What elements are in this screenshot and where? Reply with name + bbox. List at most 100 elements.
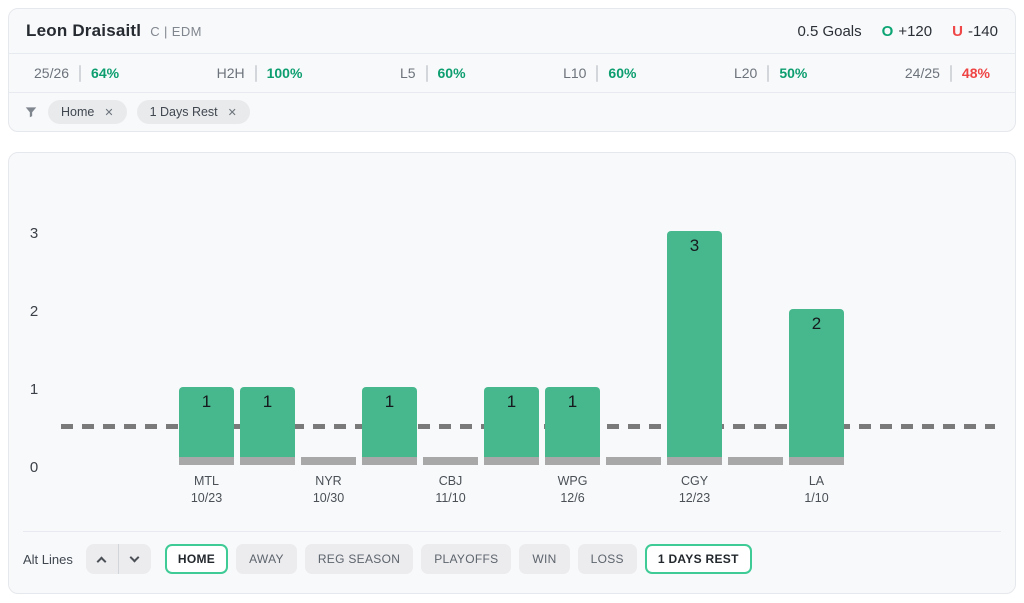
bar-base bbox=[545, 457, 600, 465]
bar-fill: 1 bbox=[484, 387, 539, 457]
xaxis-label bbox=[728, 473, 783, 507]
xaxis-labels: MTL 10/23 NYR 10/30 CBJ 11/10 WPG 12/6 CGY 12/23 L… bbox=[179, 473, 844, 507]
filter-button-1-days-rest[interactable]: 1 DAYS REST bbox=[644, 544, 752, 574]
player-position-team: C | EDM bbox=[150, 23, 202, 39]
stat-separator bbox=[79, 64, 82, 82]
divider bbox=[23, 531, 1001, 532]
stat-item: H2H 100% bbox=[216, 64, 303, 82]
bar bbox=[728, 457, 783, 465]
bar-fill: 3 bbox=[667, 231, 722, 457]
yaxis-tick-label: 3 bbox=[29, 225, 39, 242]
bar-fill: 1 bbox=[179, 387, 234, 457]
bar: 1 bbox=[240, 387, 295, 465]
game-date-label: 10/23 bbox=[190, 491, 223, 505]
over-odds[interactable]: O +120 bbox=[882, 23, 932, 40]
filter-chip-label: 1 Days Rest bbox=[149, 105, 218, 119]
player-header: Leon Draisaitl C | EDM 0.5 Goals O +120 … bbox=[9, 9, 1015, 53]
bar-value-label: 3 bbox=[689, 236, 700, 255]
stat-separator bbox=[596, 64, 599, 82]
xaxis-label: WPG 12/6 bbox=[545, 473, 600, 507]
divider bbox=[9, 92, 1015, 93]
bar: 2 bbox=[789, 309, 844, 465]
alt-line-up-button[interactable] bbox=[86, 544, 118, 574]
stat-value: 60% bbox=[608, 65, 637, 81]
xaxis-label: LA 1/10 bbox=[789, 473, 844, 507]
stat-label: L10 bbox=[563, 65, 587, 81]
filter-buttons: HOME AWAY REG SEASON PLAYOFFS WIN LOSS 1 DAYS … bbox=[164, 544, 752, 574]
stat-value: 60% bbox=[437, 65, 466, 81]
game-date-label: 10/30 bbox=[312, 491, 345, 505]
bar-base bbox=[423, 457, 478, 465]
stat-label: L5 bbox=[399, 65, 416, 81]
xaxis-label: NYR 10/30 bbox=[301, 473, 356, 507]
opponent-label: MTL bbox=[194, 474, 219, 488]
xaxis-label bbox=[606, 473, 661, 507]
game-date-label: 11/10 bbox=[435, 491, 466, 505]
goals-bar-chart: 0 1 2 3 1 1 1 1 1 3 2 MTL 10/23 NYR 10/30 CBJ 11/10 WPG… bbox=[9, 153, 1015, 531]
stat-value: 100% bbox=[266, 65, 303, 81]
alt-line-down-button[interactable] bbox=[119, 544, 151, 574]
game-date-label: 12/23 bbox=[678, 491, 711, 505]
bar-base bbox=[240, 457, 295, 465]
opponent-label: CBJ bbox=[438, 474, 463, 488]
bar-base bbox=[667, 457, 722, 465]
stat-value: 64% bbox=[91, 65, 120, 81]
stat-separator bbox=[767, 64, 770, 82]
stat-separator bbox=[425, 64, 428, 82]
stat-item: L10 60% bbox=[563, 64, 637, 82]
remove-filter-icon[interactable]: ✕ bbox=[104, 106, 114, 119]
stat-item: L5 60% bbox=[399, 64, 466, 82]
xaxis-label: CGY 12/23 bbox=[667, 473, 722, 507]
divider bbox=[117, 544, 119, 574]
stat-item: 24/25 48% bbox=[905, 64, 990, 82]
yaxis-tick-label: 2 bbox=[29, 303, 39, 320]
chevron-down-icon bbox=[129, 552, 140, 563]
bar: 1 bbox=[362, 387, 417, 465]
prop-line-label: 0.5 Goals bbox=[797, 22, 862, 40]
filter-button-reg-season[interactable]: REG SEASON bbox=[304, 544, 414, 574]
xaxis-label bbox=[240, 473, 295, 507]
xaxis-label: MTL 10/23 bbox=[179, 473, 234, 507]
bar-base bbox=[301, 457, 356, 465]
stat-separator bbox=[949, 64, 952, 82]
chevron-up-icon bbox=[96, 556, 107, 566]
alt-lines-stepper bbox=[85, 544, 151, 574]
stat-label: H2H bbox=[216, 65, 245, 81]
filter-chip[interactable]: Home ✕ bbox=[48, 100, 127, 124]
filter-button-away[interactable]: AWAY bbox=[236, 544, 297, 574]
yaxis-tick-label: 0 bbox=[29, 459, 39, 476]
filter-chip-label: Home bbox=[61, 105, 95, 119]
game-date-label: 1/10 bbox=[804, 491, 829, 505]
bar-value-label: 1 bbox=[506, 392, 517, 411]
bars-container: 1 1 1 1 1 3 2 bbox=[179, 231, 844, 465]
chart-controls: Alt Lines HOME AWAY REG SEASON PLAYOFFS WIN L… bbox=[9, 532, 1015, 586]
opponent-label: WPG bbox=[557, 474, 588, 488]
bar-base bbox=[606, 457, 661, 465]
over-odds-value: +120 bbox=[898, 22, 933, 40]
bar: 3 bbox=[667, 231, 722, 465]
filter-button-playoffs[interactable]: PLAYOFFS bbox=[421, 544, 512, 574]
stat-value: 50% bbox=[779, 65, 808, 81]
bar bbox=[606, 457, 661, 465]
bar: 1 bbox=[179, 387, 234, 465]
opponent-label: NYR bbox=[315, 474, 342, 488]
stats-row: 25/26 64% H2H 100% L5 60% L10 60% L20 50% 24/25 48% bbox=[9, 54, 1015, 92]
filter-button-win[interactable]: WIN bbox=[519, 544, 570, 574]
opponent-label: CGY bbox=[680, 474, 709, 488]
remove-filter-icon[interactable]: ✕ bbox=[227, 106, 237, 119]
bar bbox=[301, 457, 356, 465]
filter-button-loss[interactable]: LOSS bbox=[577, 544, 637, 574]
bar: 1 bbox=[484, 387, 539, 465]
xaxis-label bbox=[484, 473, 539, 507]
bar-base bbox=[484, 457, 539, 465]
under-odds[interactable]: U -140 bbox=[952, 23, 998, 40]
bar-base bbox=[789, 457, 844, 465]
bar-value-label: 1 bbox=[201, 392, 212, 411]
filter-button-home[interactable]: HOME bbox=[164, 544, 229, 574]
stat-separator bbox=[254, 64, 257, 82]
bar-value-label: 1 bbox=[262, 392, 273, 411]
bar-fill: 2 bbox=[789, 309, 844, 457]
filter-chip[interactable]: 1 Days Rest ✕ bbox=[136, 100, 250, 124]
stat-item: L20 50% bbox=[734, 64, 808, 82]
bar-value-label: 1 bbox=[567, 392, 578, 411]
